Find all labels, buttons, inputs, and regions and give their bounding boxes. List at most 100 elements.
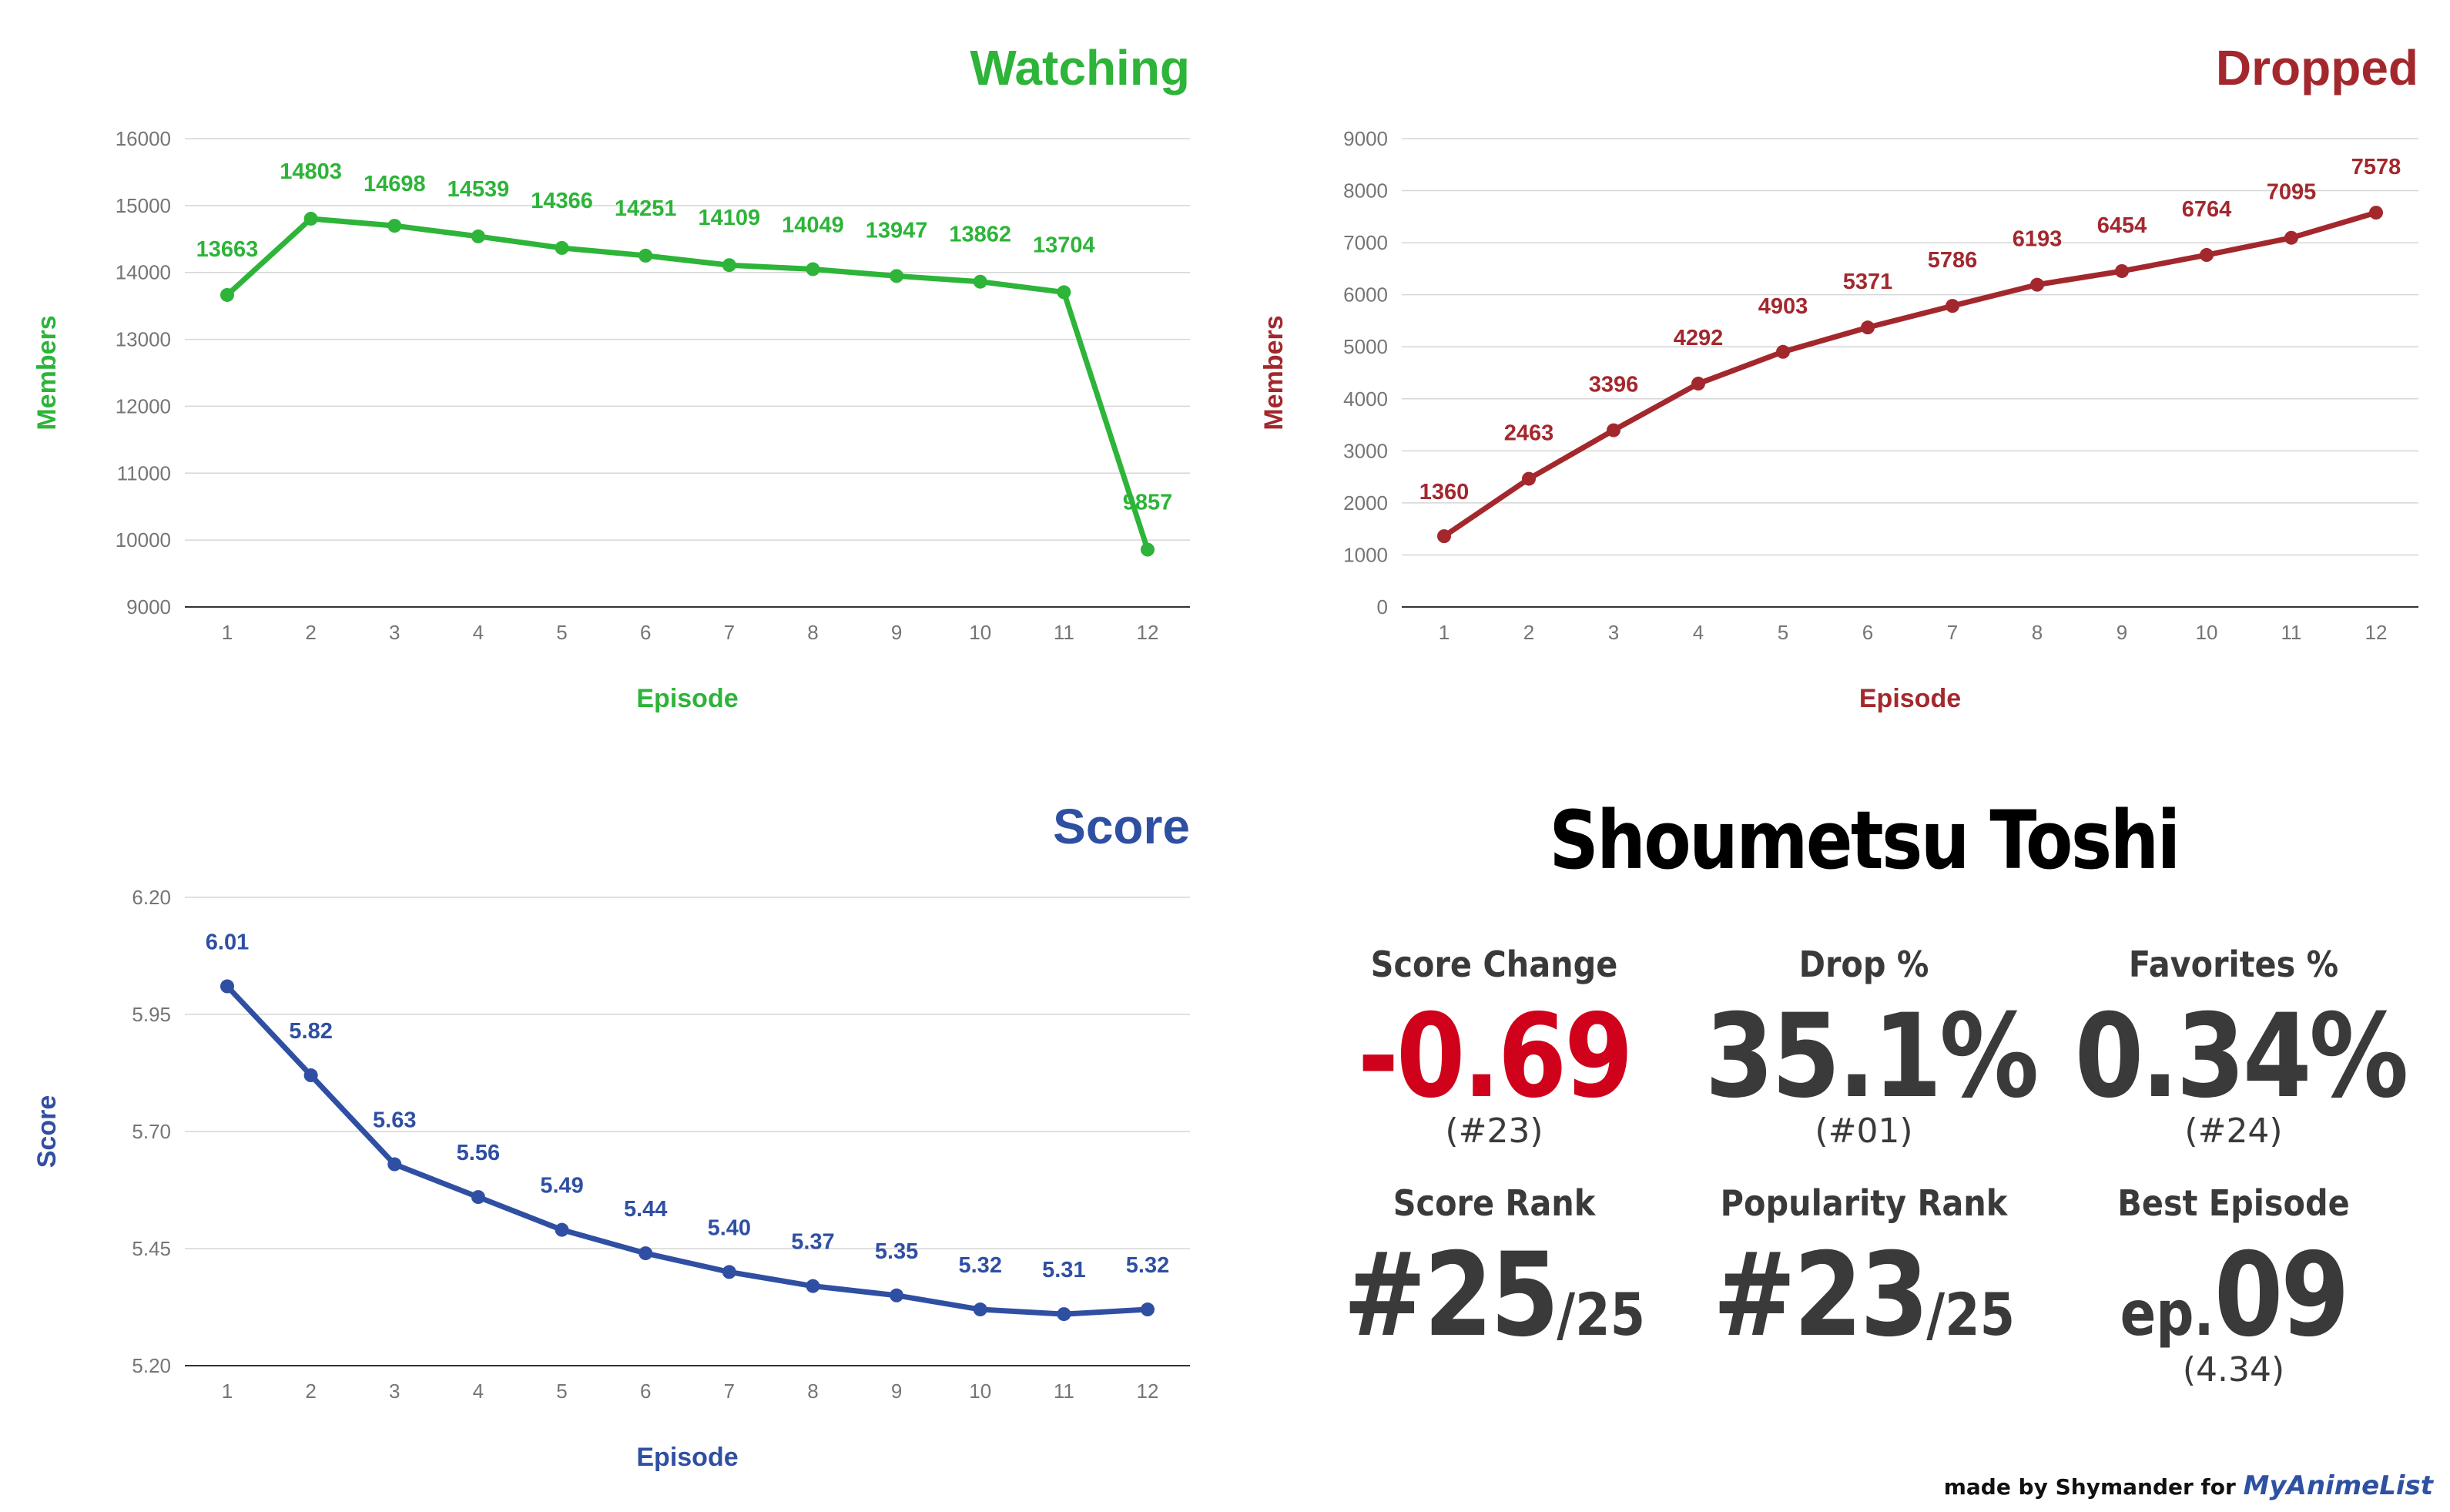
popularity-rank-total: /25 bbox=[1926, 1280, 2016, 1349]
data-label: 5.56 bbox=[457, 1141, 500, 1165]
data-point bbox=[806, 262, 820, 277]
series-line bbox=[224, 216, 1151, 553]
data-label: 14539 bbox=[447, 177, 510, 202]
y-tick-label: 5.20 bbox=[132, 1354, 171, 1377]
data-label: 14049 bbox=[782, 213, 844, 237]
best-episode-value: 09 bbox=[2214, 1229, 2350, 1363]
x-tick-label: 12 bbox=[1137, 621, 1159, 644]
score-change-stat: Score Change -0.69 (#23) bbox=[1309, 944, 1679, 1151]
data-label: 5.82 bbox=[289, 1019, 332, 1044]
drop-pct-value: 35.1% bbox=[1704, 990, 2039, 1124]
data-point bbox=[2369, 206, 2383, 220]
data-point bbox=[806, 1279, 820, 1293]
data-point bbox=[1437, 529, 1451, 544]
y-tick-label: 8000 bbox=[1343, 179, 1388, 203]
y-tick-label: 4000 bbox=[1343, 387, 1388, 411]
data-label: 5.31 bbox=[1042, 1258, 1085, 1282]
data-label: 14366 bbox=[531, 189, 593, 213]
x-tick-label: 2 bbox=[305, 621, 316, 644]
data-label: 14251 bbox=[615, 196, 677, 221]
y-tick-label: 11000 bbox=[117, 461, 171, 484]
data-label: 6193 bbox=[2013, 227, 2063, 252]
popularity-rank-stat: Popularity Rank #23/25 bbox=[1679, 1182, 2049, 1353]
x-tick-label: 5 bbox=[556, 621, 567, 644]
x-tick-label: 7 bbox=[724, 1380, 735, 1403]
data-point bbox=[1607, 423, 1620, 438]
y-tick-label: 15000 bbox=[116, 194, 171, 217]
x-tick-label: 9 bbox=[2117, 621, 2127, 644]
x-tick-label: 6 bbox=[640, 1380, 651, 1403]
score-change-value: -0.69 bbox=[1357, 990, 1634, 1124]
data-label: 5.37 bbox=[791, 1230, 834, 1255]
y-tick-label: 5000 bbox=[1343, 335, 1388, 358]
data-label: 5.35 bbox=[875, 1239, 918, 1264]
show-title: Shoumetsu Toshi bbox=[1549, 793, 2180, 887]
drop-pct-rank: (#01) bbox=[1815, 1111, 1913, 1151]
data-label: 6.01 bbox=[206, 930, 249, 955]
series-line bbox=[224, 984, 1151, 1317]
best-episode-prefix: ep. bbox=[2120, 1278, 2214, 1349]
data-point bbox=[1776, 344, 1790, 359]
chart-title: Dropped bbox=[2216, 40, 2418, 96]
y-tick-label: 12000 bbox=[116, 394, 171, 417]
y-tick-label: 5.95 bbox=[132, 1003, 171, 1026]
data-label: 5786 bbox=[1928, 248, 1978, 273]
y-tick-label: 5.45 bbox=[132, 1237, 171, 1260]
data-point bbox=[1522, 471, 1536, 486]
data-point bbox=[220, 287, 234, 302]
x-axis-title: Episode bbox=[636, 1443, 738, 1472]
y-tick-label: 2000 bbox=[1343, 491, 1388, 515]
data-point bbox=[2115, 263, 2129, 278]
data-point bbox=[471, 1190, 485, 1205]
y-tick-label: 3000 bbox=[1343, 439, 1388, 462]
data-point bbox=[722, 258, 736, 273]
x-axis-title: Episode bbox=[1859, 684, 1961, 713]
data-point bbox=[638, 248, 653, 263]
data-label: 13704 bbox=[1033, 233, 1095, 257]
popularity-rank-value: #23 bbox=[1712, 1229, 1929, 1363]
data-label: 3396 bbox=[1589, 373, 1639, 397]
y-tick-label: 5.70 bbox=[132, 1120, 171, 1143]
x-tick-label: 4 bbox=[473, 621, 484, 644]
x-tick-label: 2 bbox=[305, 1380, 316, 1403]
score-rank-value: #25 bbox=[1342, 1229, 1560, 1363]
data-point bbox=[555, 1222, 569, 1237]
data-label: 7095 bbox=[2267, 180, 2317, 205]
watching-chart: 9000 10000 11000 12000 13000 14000 15000 16000 1… bbox=[32, 40, 1190, 713]
data-label: 6454 bbox=[2097, 213, 2147, 238]
data-label: 2463 bbox=[1504, 421, 1554, 446]
y-tick-label: 1000 bbox=[1343, 543, 1388, 566]
best-episode-stat: Best Episode ep.09 (4.34) bbox=[2049, 1182, 2418, 1390]
score-rank-total: /25 bbox=[1557, 1280, 1646, 1349]
data-point bbox=[2200, 248, 2214, 263]
x-tick-label: 3 bbox=[389, 1380, 400, 1403]
data-point bbox=[471, 229, 485, 243]
data-point bbox=[555, 240, 569, 255]
y-tick-label: 7000 bbox=[1343, 231, 1388, 254]
data-point bbox=[1057, 1307, 1071, 1322]
data-label: 14109 bbox=[698, 206, 760, 230]
favorites-pct-rank: (#24) bbox=[2184, 1111, 2283, 1151]
x-tick-label: 3 bbox=[1608, 621, 1619, 644]
x-tick-label: 8 bbox=[2032, 621, 2043, 644]
x-tick-label: 5 bbox=[556, 1380, 567, 1403]
x-tick-label: 9 bbox=[891, 1380, 902, 1403]
x-tick-label: 6 bbox=[1862, 621, 1873, 644]
y-tick-label: 6000 bbox=[1343, 283, 1388, 307]
popularity-rank-label: Popularity Rank bbox=[1720, 1182, 2008, 1224]
chart-title: Score bbox=[1053, 799, 1190, 854]
score-rank-stat: Score Rank #25/25 bbox=[1309, 1182, 1679, 1353]
x-tick-label: 12 bbox=[1137, 1380, 1159, 1403]
y-tick-label: 9000 bbox=[1343, 127, 1388, 150]
x-tick-label: 1 bbox=[222, 621, 233, 644]
data-point bbox=[973, 274, 987, 289]
favorites-pct-label: Favorites % bbox=[2128, 944, 2339, 985]
x-tick-label: 11 bbox=[1054, 621, 1074, 644]
x-tick-label: 1 bbox=[222, 1380, 233, 1403]
x-tick-label: 9 bbox=[891, 621, 902, 644]
data-label: 13663 bbox=[196, 237, 259, 262]
y-tick-label: 13000 bbox=[116, 328, 171, 351]
data-label: 5.32 bbox=[959, 1253, 1002, 1278]
series-line bbox=[1441, 210, 2379, 539]
data-point bbox=[220, 979, 234, 994]
